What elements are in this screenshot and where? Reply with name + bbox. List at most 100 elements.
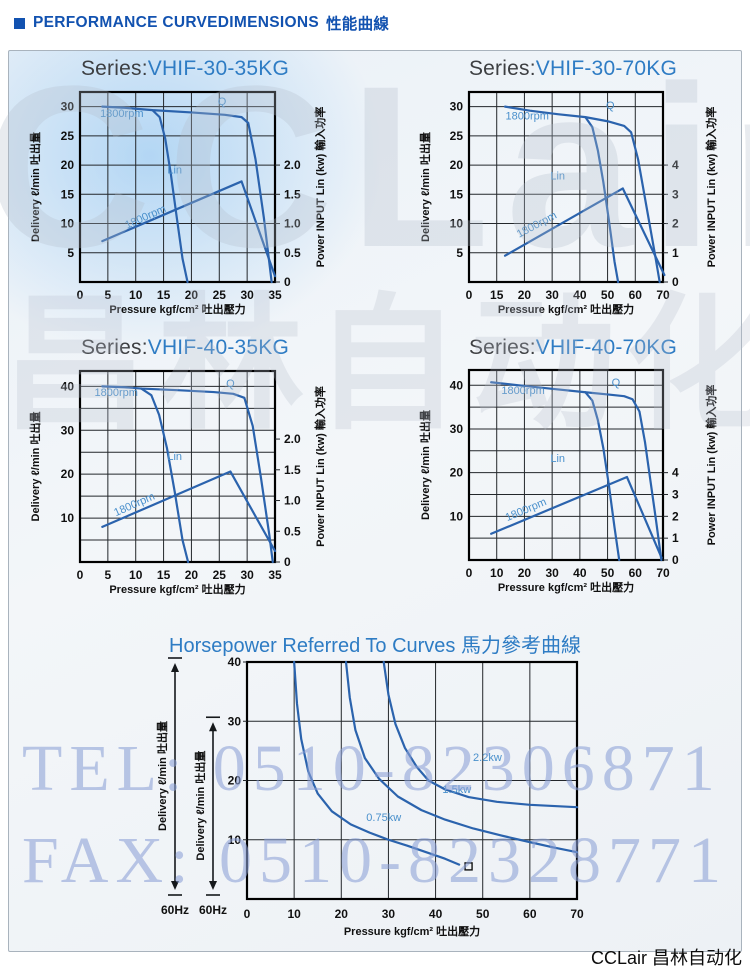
svg-text:1: 1	[672, 531, 679, 545]
svg-text:60: 60	[629, 566, 643, 580]
svg-text:0: 0	[466, 288, 473, 302]
svg-text:5: 5	[105, 568, 112, 582]
svg-text:70: 70	[656, 566, 670, 580]
svg-text:Power INPUT Lin (kw) 輸入功率: Power INPUT Lin (kw) 輸入功率	[313, 386, 327, 547]
hp-chart-title: Horsepower Referred To Curves 馬力參考曲線	[169, 635, 581, 657]
horsepower-reference-chart: 0 10 20 30 40 50 60 70 10 20 30 40 0.75kw 1.5kw 2.2kw P…	[155, 655, 584, 938]
svg-text:0: 0	[672, 275, 679, 289]
svg-text:20: 20	[450, 158, 464, 172]
svg-text:Delivery ℓ/min 吐出量: Delivery ℓ/min 吐出量	[418, 410, 432, 520]
svg-text:Delivery ℓ/min 吐出量: Delivery ℓ/min 吐出量	[28, 412, 42, 522]
series-model: VHIF-40-35KG	[147, 336, 290, 359]
svg-text:0.5: 0.5	[284, 524, 301, 538]
svg-text:20: 20	[185, 288, 199, 302]
svg-text:Delivery ℓ/min 吐出量: Delivery ℓ/min 吐出量	[28, 132, 42, 242]
svg-text:2.2kw: 2.2kw	[473, 752, 502, 764]
svg-text:50: 50	[601, 566, 615, 580]
svg-text:10: 10	[490, 566, 504, 580]
svg-text:25: 25	[213, 288, 227, 302]
svg-text:Delivery ℓ/min 吐出量: Delivery ℓ/min 吐出量	[155, 721, 169, 831]
series-prefix: Series:	[80, 336, 148, 359]
svg-text:Delivery ℓ/min 吐出量: Delivery ℓ/min 吐出量	[418, 132, 432, 242]
svg-text:0: 0	[244, 907, 251, 921]
svg-text:60Hz: 60Hz	[199, 903, 227, 917]
performance-chart-vhif-40-70kg: 0 10 20 30 40 50 60 701020304001234Q1800rpmLin1…	[418, 368, 718, 594]
svg-text:70: 70	[656, 288, 670, 302]
svg-text:2: 2	[672, 217, 679, 231]
svg-text:40: 40	[573, 566, 587, 580]
performance-chart-vhif-30-35kg: 0 5 10 15 20 25 30 35 5 10 15 20 25 30 0 0.5 1.0 1.5 2.0 Q 1…	[28, 90, 327, 316]
chart-title-vhif-30-35kg: Series:VHIF-30-35KG	[40, 57, 330, 81]
series-model: VHIF-30-35KG	[147, 57, 290, 80]
header-title-cn: 性能曲線	[325, 16, 390, 33]
svg-text:5: 5	[456, 246, 463, 260]
svg-text:25: 25	[450, 129, 464, 143]
svg-text:Power INPUT Lin (kw) 輸入功率: Power INPUT Lin (kw) 輸入功率	[704, 385, 718, 546]
svg-text:30: 30	[61, 423, 75, 437]
svg-text:0.5: 0.5	[284, 246, 301, 260]
series-prefix: Series:	[80, 57, 148, 80]
svg-text:30: 30	[450, 422, 464, 436]
svg-text:1.5: 1.5	[284, 463, 301, 477]
page-header: PERFORMANCE CURVEDIMENSIONS 性能曲線	[14, 12, 389, 34]
svg-text:1.5kw: 1.5kw	[442, 784, 471, 796]
svg-text:1: 1	[672, 246, 679, 260]
svg-text:1.5: 1.5	[284, 187, 301, 201]
chart-title-vhif-30-70kg: Series:VHIF-30-70KG	[428, 57, 718, 81]
svg-text:20: 20	[61, 467, 75, 481]
header-title: PERFORMANCE CURVEDIMENSIONS	[33, 14, 319, 31]
svg-text:10: 10	[228, 833, 242, 847]
svg-text:60: 60	[523, 907, 537, 921]
svg-text:15: 15	[157, 568, 171, 582]
svg-text:1800rpm: 1800rpm	[123, 203, 168, 232]
svg-text:Lin: Lin	[167, 451, 182, 463]
svg-text:0: 0	[466, 566, 473, 580]
header-bullet-icon	[14, 17, 25, 29]
svg-text:5: 5	[105, 288, 112, 302]
svg-text:50: 50	[476, 907, 490, 921]
series-model: VHIF-40-70KG	[535, 336, 678, 359]
svg-text:30: 30	[545, 566, 559, 580]
svg-text:15: 15	[157, 288, 171, 302]
svg-text:20: 20	[228, 774, 242, 788]
svg-text:2: 2	[672, 509, 679, 523]
svg-text:Power INPUT Lin (kw) 輸入功率: Power INPUT Lin (kw) 輸入功率	[704, 107, 718, 268]
chart-title-vhif-40-35kg: Series:VHIF-40-35KG	[40, 336, 330, 360]
svg-text:10: 10	[129, 288, 143, 302]
svg-text:25: 25	[213, 568, 227, 582]
svg-text:20: 20	[185, 568, 199, 582]
svg-text:Delivery ℓ/min 吐出量: Delivery ℓ/min 吐出量	[193, 751, 207, 861]
svg-text:1800rpm: 1800rpm	[100, 108, 143, 120]
series-prefix: Series:	[468, 336, 536, 359]
svg-text:3: 3	[672, 487, 679, 501]
svg-text:Lin: Lin	[550, 453, 565, 465]
svg-text:30: 30	[450, 100, 464, 114]
svg-text:Pressure kgf/cm² 吐出壓力: Pressure kgf/cm² 吐出壓力	[498, 302, 634, 316]
svg-text:30: 30	[228, 714, 242, 728]
svg-text:60Hz: 60Hz	[161, 903, 189, 917]
svg-text:1800rpm: 1800rpm	[505, 110, 548, 122]
footer-brand: CCLair 昌林自动化	[590, 948, 742, 968]
svg-text:Power INPUT Lin (kw) 輸入功率: Power INPUT Lin (kw) 輸入功率	[313, 107, 327, 268]
svg-text:40: 40	[228, 655, 242, 669]
svg-text:1800rpm: 1800rpm	[112, 491, 157, 520]
svg-text:40: 40	[61, 379, 75, 393]
svg-text:30: 30	[240, 288, 254, 302]
svg-text:Q: Q	[218, 96, 227, 108]
svg-text:1.0: 1.0	[284, 217, 301, 231]
svg-text:0: 0	[284, 555, 291, 569]
svg-text:0.75kw: 0.75kw	[366, 812, 401, 824]
svg-text:10: 10	[450, 509, 464, 523]
chart-title-vhif-40-70kg: Series:VHIF-40-70KG	[428, 336, 718, 360]
svg-text:Pressure kgf/cm² 吐出壓力: Pressure kgf/cm² 吐出壓力	[109, 302, 245, 316]
svg-text:10: 10	[450, 217, 464, 231]
svg-text:35: 35	[268, 288, 282, 302]
svg-text:40: 40	[573, 288, 587, 302]
svg-text:2.0: 2.0	[284, 158, 301, 172]
svg-text:0: 0	[284, 275, 291, 289]
svg-text:4: 4	[672, 466, 679, 480]
svg-text:Q: Q	[226, 378, 235, 390]
svg-text:20: 20	[61, 158, 75, 172]
svg-text:20: 20	[450, 466, 464, 480]
